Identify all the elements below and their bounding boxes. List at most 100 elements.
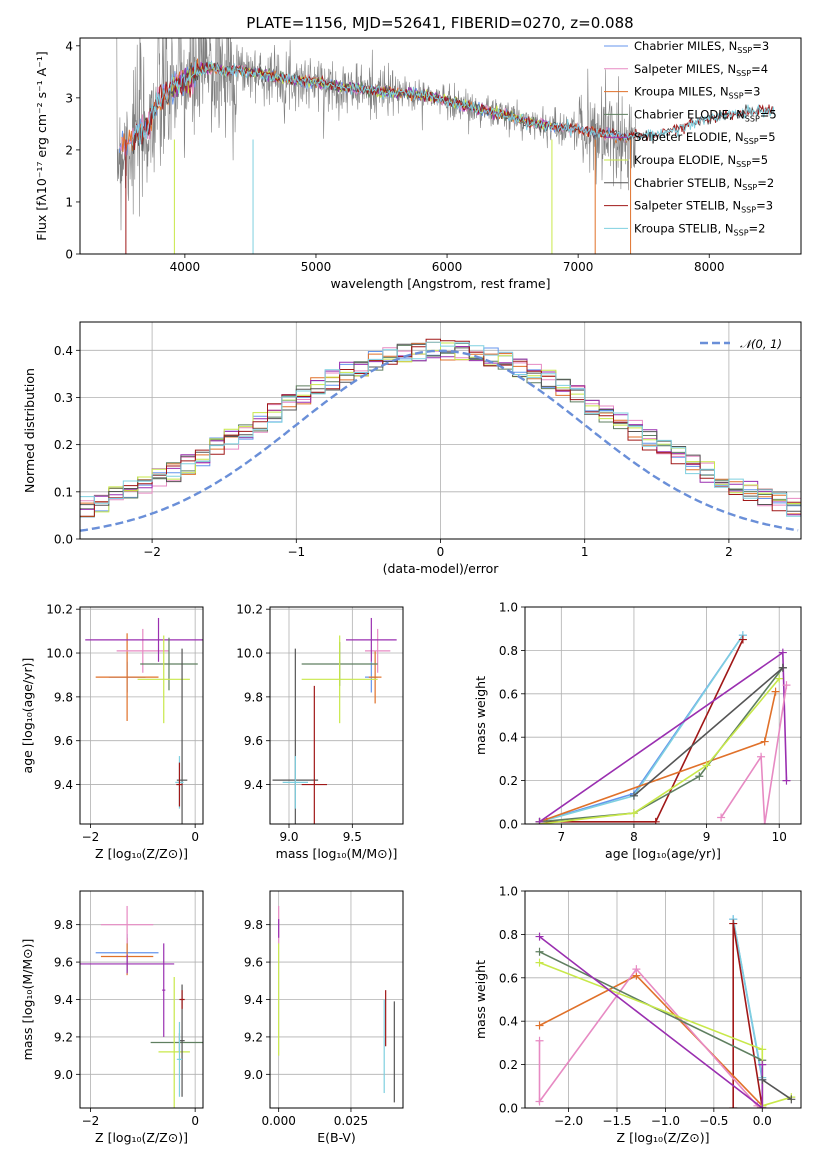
weight_vs_age-ytick-label: 0.8 <box>499 644 518 658</box>
weight_vs_age-marker-kroupa_elodie <box>702 761 711 770</box>
weight_vs_age-series-kroupa_elodie <box>539 678 780 824</box>
mass_vs_Z-ytick-label: 9.0 <box>54 1068 73 1082</box>
mass_vs_Z-ylabel: mass [log₁₀(M/M⊙)] <box>20 939 35 1061</box>
weight_vs_age-series-chabrier_elodie <box>539 667 784 823</box>
weight_vs_Z-marker-kroupa_miles <box>535 1021 544 1030</box>
spectrum-xtick-label: 8000 <box>694 260 725 274</box>
weight_vs_Z-marker-salpeter_elodie <box>758 1104 767 1108</box>
histogram-salpeter_elodie <box>80 346 801 516</box>
weight_vs_age-marker-salpeter_miles <box>760 820 769 824</box>
weight_vs_age-ytick-label: 0.0 <box>499 818 518 832</box>
mass_vs_ebv-ytick-label: 9.2 <box>244 1030 263 1044</box>
weight_vs_age-marker-kroupa_elodie <box>629 809 638 818</box>
age_vs_Z-xtick-label: −2 <box>82 830 100 844</box>
residuals-ytick-label: 0.1 <box>54 485 73 499</box>
legend-label-salpeter_miles: Salpeter MILES, NSSP=4 <box>634 62 768 78</box>
spectrum-ytick-label: 3 <box>65 91 73 105</box>
weight_vs_Z-series-chabrier_stelib <box>761 1079 792 1100</box>
residuals-frame <box>79 321 802 540</box>
mass_vs_Z-ytick-label: 9.4 <box>54 993 73 1007</box>
weight_vs_age-marker-kroupa_elodie <box>775 674 784 683</box>
weight_vs_Z-series-salpeter_elodie <box>539 935 764 1108</box>
weight_vs_age-marker-salpeter_miles <box>757 752 766 761</box>
residuals-xtick-label: 2 <box>725 545 733 559</box>
weight_vs_Z-marker-salpeter_miles <box>535 1036 544 1045</box>
mass_vs_ebv-frame <box>269 890 404 1109</box>
weight_vs_Z-xtick-label: −1.0 <box>651 1114 680 1128</box>
age_vs_mass-frame <box>269 606 404 825</box>
weight_vs_Z-marker-kroupa_elodie <box>535 958 544 967</box>
weight_vs_Z-series-kroupa_stelib <box>732 919 764 1078</box>
age_vs_mass-xtick-label: 9.5 <box>343 830 362 844</box>
spectrum-xtick-label: 4000 <box>170 260 201 274</box>
weight_vs_age-marker-salpeter_stelib <box>738 635 747 644</box>
legend-label-chabrier_elodie: Chabrier ELODIE, NSSP=5 <box>634 107 777 123</box>
weight_vs_Z-marker-salpeter_stelib <box>729 919 738 928</box>
weight_vs_age-series-salpeter_stelib <box>546 639 744 823</box>
legend-label-kroupa_stelib: Kroupa STELIB, NSSP=2 <box>634 221 765 237</box>
age_vs_Z-axes: −2 0 9.4 9.6 9.8 10.0 10.2 Z [log₁₀(Z/Z⊙)] age [… <box>20 603 204 861</box>
weight_vs_age-xtick-label: 10 <box>772 830 787 844</box>
residuals-xtick-label: −1 <box>287 545 305 559</box>
weight_vs_age-ytick-label: 0.4 <box>499 731 518 745</box>
weight_vs_age-xlabel: age [log₁₀(age/yr)] <box>605 846 721 861</box>
normal-curve <box>80 349 799 532</box>
age_vs_Z-ytick-label: 10.0 <box>46 647 73 661</box>
weight_vs_Z-xtick-label: −0.5 <box>699 1114 728 1128</box>
mass_vs_ebv-xtick-label: 0.000 <box>261 1114 295 1128</box>
legend-label-normal: 𝒩(0, 1) <box>740 337 782 351</box>
weight_vs_age-marker-salpeter_elodie <box>778 648 787 657</box>
spectrum-ytick-label: 4 <box>65 39 73 53</box>
age_vs_Z-xlabel: Z [log₁₀(Z/Z⊙)] <box>95 846 188 861</box>
residuals-ytick-label: 0.4 <box>54 344 73 358</box>
weight_vs_age-xtick-label: 8 <box>630 830 638 844</box>
weight_vs_age-xtick-label: 9 <box>703 830 711 844</box>
mass_vs_ebv-ytick-label: 9.6 <box>244 956 263 970</box>
mass_vs_Z-xlabel: Z [log₁₀(Z/Z⊙)] <box>95 1130 188 1145</box>
residuals-ytick-label: 0.2 <box>54 438 73 452</box>
age_vs_mass-xlabel: mass [log₁₀(M/M⊙)] <box>276 846 398 861</box>
age_vs_mass-ytick-label: 10.2 <box>236 603 263 617</box>
age_vs_Z-xtick-label: 0 <box>191 830 199 844</box>
weight_vs_Z-series-kroupa_miles <box>539 974 763 1107</box>
spectrum-ytick-label: 0 <box>65 248 73 262</box>
spectrum-xtick-label: 5000 <box>301 260 332 274</box>
weight_vs_age-ytick-label: 1.0 <box>499 601 518 615</box>
figure-title: PLATE=1156, MJD=52641, FIBERID=0270, z=0… <box>246 14 633 32</box>
weight_vs_Z-ytick-label: 0.4 <box>499 1015 518 1029</box>
mass_vs_ebv-ytick-label: 9.4 <box>244 993 263 1007</box>
weight_vs_Z-ytick-label: 0.2 <box>499 1058 518 1072</box>
mass_vs_Z-ytick-label: 9.6 <box>54 956 73 970</box>
age_vs_Z-ytick-label: 9.4 <box>54 778 73 792</box>
weight_vs_Z-marker-salpeter_elodie <box>535 932 544 941</box>
weight_vs_Z-ytick-label: 0.6 <box>499 971 518 985</box>
histogram-salpeter_stelib <box>80 338 801 517</box>
weight_vs_Z-marker-chabrier_elodie <box>535 947 544 956</box>
mass_vs_ebv-ytick-label: 9.0 <box>244 1068 263 1082</box>
weight_vs_age-marker-salpeter_elodie <box>782 776 791 785</box>
residuals-xtick-label: −2 <box>143 545 161 559</box>
weight_vs_age-marker-salpeter_miles <box>782 681 791 690</box>
spectrum-model-kroupa_stelib <box>131 60 775 146</box>
mass_vs_Z-xtick-label: −2 <box>82 1114 100 1128</box>
spectrum-ytick-label: 1 <box>65 195 73 209</box>
weight_vs_Z-marker-salpeter_miles <box>535 1097 544 1106</box>
mass_vs_ebv-axes: 0.000 0.025 9.0 9.2 9.4 9.6 9.8 E(B-V) <box>244 890 404 1145</box>
residuals-axes: −2 −1 0 1 2 0.0 0.1 0.2 0.3 0.4 (data-model)/error… <box>22 321 802 576</box>
age_vs_Z-ytick-label: 9.8 <box>54 690 73 704</box>
weight_vs_Z-axes: −2.0 −1.5 −1.0 −0.5 0.0 0.0 0.2 0.4 0.6 0.8 1.0 Z [… <box>473 885 802 1145</box>
weight_vs_Z-ylabel: mass weight <box>473 960 488 1039</box>
weight_vs_Z-xtick-label: −1.5 <box>602 1114 631 1128</box>
legend-label-chabrier_miles: Chabrier MILES, NSSP=3 <box>634 39 769 55</box>
weight_vs_Z-xtick-label: 0.0 <box>753 1114 772 1128</box>
age_vs_Z-frame <box>79 606 204 825</box>
weight_vs_age-marker-salpeter_stelib <box>651 817 660 824</box>
age_vs_mass-ytick-label: 9.4 <box>244 778 263 792</box>
weight_vs_Z-marker-chabrier_stelib <box>787 1095 796 1104</box>
weight_vs_Z-marker-salpeter_elodie <box>758 1060 767 1069</box>
mass_vs_Z-frame <box>79 890 204 1109</box>
spectrum-axes: 4000 5000 6000 7000 8000 0 1 2 3 4 wavelength [Ang… <box>34 37 802 291</box>
weight_vs_age-ytick-label: 0.2 <box>499 774 518 788</box>
age_vs_mass-axes: 9.0 9.5 9.4 9.6 9.8 10.0 10.2 mass [log₁₀(M/M⊙)… <box>236 603 404 861</box>
